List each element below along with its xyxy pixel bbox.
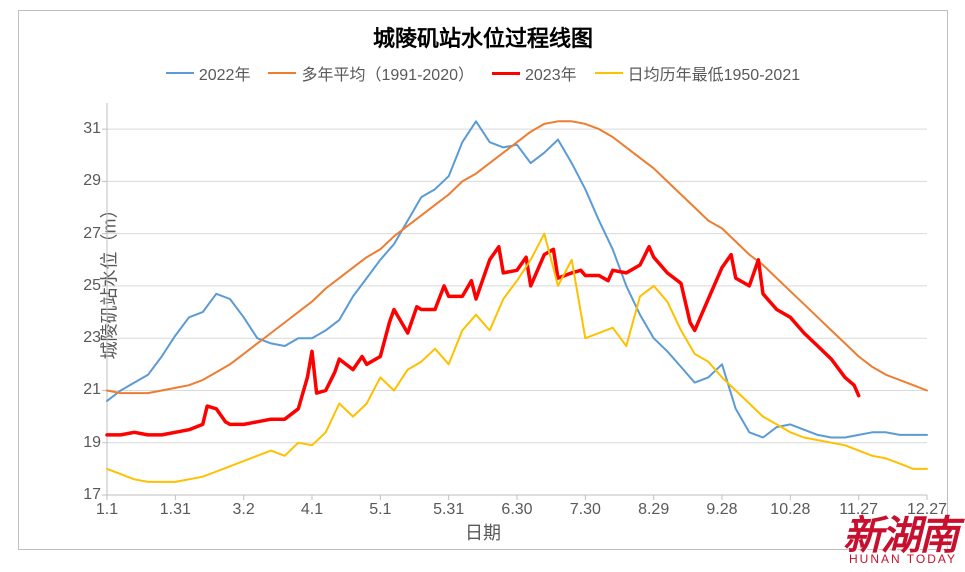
x-tick-label: 11.27 — [839, 501, 878, 519]
y-tick-label: 19 — [61, 434, 101, 452]
x-tick-label: 12.27 — [907, 501, 947, 519]
legend-item: 多年平均（1991-2020） — [268, 61, 474, 85]
y-tick-label: 23 — [61, 329, 101, 347]
chart-frame: 城陵矶站水位过程线图 2022年 多年平均（1991-2020） 2023年 日均历年… — [18, 10, 948, 550]
y-tick-label: 27 — [61, 225, 101, 243]
legend-label: 多年平均（1991-2020） — [301, 61, 474, 85]
legend-label: 2022年 — [199, 61, 251, 85]
legend-item: 2023年 — [492, 61, 577, 85]
x-tick-label: 1.1 — [96, 501, 118, 519]
x-tick-label: 1.31 — [160, 501, 191, 519]
legend-swatch — [268, 72, 296, 74]
legend-swatch — [492, 72, 520, 75]
plot-svg — [107, 103, 927, 495]
series-line — [107, 121, 927, 393]
plot-area — [107, 103, 927, 495]
y-tick-label: 29 — [61, 172, 101, 190]
watermark-en: HUNAN TODAY — [843, 552, 957, 566]
legend: 2022年 多年平均（1991-2020） 2023年 日均历年最低1950-2021 — [19, 61, 947, 85]
x-tick-label: 6.30 — [501, 501, 532, 519]
x-tick-label: 5.1 — [369, 501, 391, 519]
legend-item: 2022年 — [166, 61, 251, 85]
x-axis-label: 日期 — [19, 519, 947, 545]
x-tick-label: 7.30 — [570, 501, 601, 519]
legend-label: 日均历年最低1950-2021 — [628, 61, 801, 85]
chart-title: 城陵矶站水位过程线图 — [19, 21, 947, 53]
x-tick-label: 3.2 — [233, 501, 255, 519]
y-tick-label: 31 — [61, 120, 101, 138]
legend-swatch — [166, 72, 194, 74]
x-tick-label: 5.31 — [433, 501, 464, 519]
legend-label: 2023年 — [525, 61, 577, 85]
x-tick-label: 8.29 — [638, 501, 669, 519]
legend-item: 日均历年最低1950-2021 — [595, 61, 801, 85]
legend-swatch — [595, 72, 623, 74]
x-tick-label: 10.28 — [770, 501, 810, 519]
x-tick-label: 9.28 — [706, 501, 737, 519]
y-tick-label: 25 — [61, 277, 101, 295]
y-tick-label: 21 — [61, 381, 101, 399]
series-line — [107, 247, 859, 435]
x-tick-label: 4.1 — [301, 501, 323, 519]
